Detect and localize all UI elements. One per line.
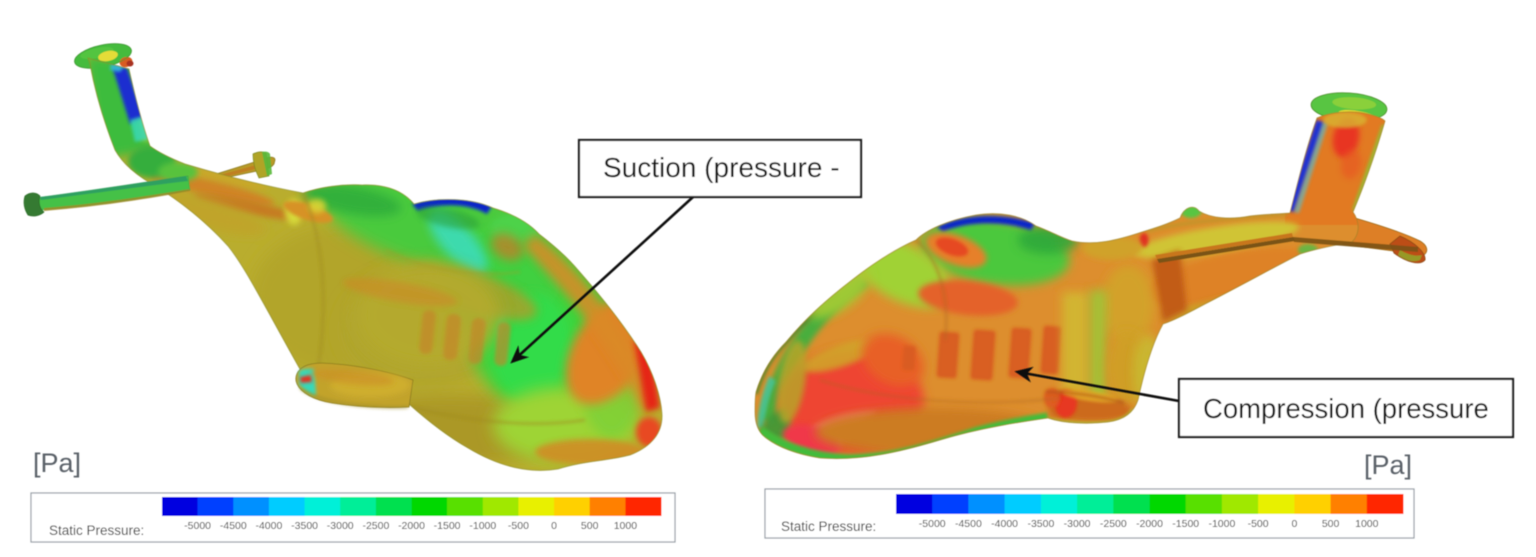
svg-text:-3500: -3500 — [291, 520, 318, 532]
svg-text:-5000: -5000 — [919, 518, 946, 530]
svg-text:500: 500 — [1322, 518, 1340, 530]
svg-text:-5000: -5000 — [184, 520, 211, 532]
svg-text:-3000: -3000 — [1064, 518, 1091, 530]
svg-text:-2500: -2500 — [362, 520, 389, 532]
svg-text:-500: -500 — [1248, 518, 1269, 530]
svg-text:[Pa]: [Pa] — [33, 448, 81, 478]
svg-text:[Pa]: [Pa] — [1364, 450, 1412, 480]
svg-text:1000: 1000 — [1355, 518, 1379, 530]
svg-text:-500: -500 — [508, 520, 529, 532]
svg-text:-1000: -1000 — [1208, 518, 1235, 530]
svg-text:-1000: -1000 — [469, 520, 496, 532]
svg-text:1000: 1000 — [614, 520, 638, 532]
svg-text:Compression (pressure: Compression (pressure — [1203, 393, 1489, 424]
svg-text:-4500: -4500 — [955, 518, 982, 530]
svg-text:-1500: -1500 — [434, 520, 461, 532]
svg-text:Static Pressure:: Static Pressure: — [781, 519, 876, 534]
svg-text:Static Pressure:: Static Pressure: — [49, 523, 144, 538]
svg-text:-1500: -1500 — [1172, 518, 1199, 530]
svg-text:-3000: -3000 — [327, 520, 354, 532]
svg-text:0: 0 — [1291, 518, 1297, 530]
svg-text:-3500: -3500 — [1027, 518, 1054, 530]
svg-text:0: 0 — [551, 520, 557, 532]
svg-text:Suction (pressure -: Suction (pressure - — [603, 152, 840, 183]
svg-text:-2500: -2500 — [1100, 518, 1127, 530]
svg-text:-4500: -4500 — [220, 520, 247, 532]
svg-text:-4000: -4000 — [255, 520, 282, 532]
svg-text:-2000: -2000 — [1136, 518, 1163, 530]
svg-text:-4000: -4000 — [991, 518, 1018, 530]
svg-text:-2000: -2000 — [398, 520, 425, 532]
svg-text:500: 500 — [581, 520, 599, 532]
